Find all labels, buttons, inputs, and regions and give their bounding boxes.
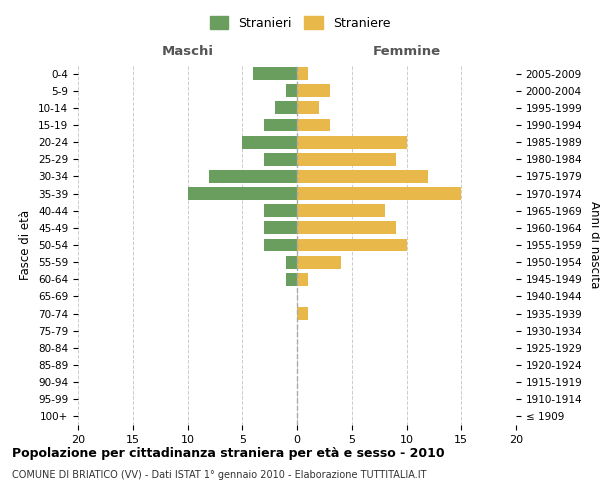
- Bar: [264, 204, 297, 217]
- Bar: [297, 307, 308, 320]
- Bar: [297, 136, 407, 148]
- Text: Popolazione per cittadinanza straniera per età e sesso - 2010: Popolazione per cittadinanza straniera p…: [12, 448, 445, 460]
- Bar: [297, 102, 319, 114]
- Bar: [275, 102, 297, 114]
- Legend: Stranieri, Straniere: Stranieri, Straniere: [205, 11, 395, 35]
- Bar: [297, 238, 407, 252]
- Bar: [297, 67, 308, 80]
- Bar: [297, 187, 461, 200]
- Bar: [297, 256, 341, 268]
- Bar: [264, 222, 297, 234]
- Y-axis label: Anni di nascita: Anni di nascita: [588, 202, 600, 288]
- Bar: [253, 67, 297, 80]
- Bar: [264, 153, 297, 166]
- Bar: [209, 170, 297, 183]
- Bar: [297, 273, 308, 285]
- Bar: [264, 238, 297, 252]
- Bar: [297, 118, 330, 132]
- Bar: [297, 204, 385, 217]
- Bar: [286, 273, 297, 285]
- Bar: [286, 84, 297, 97]
- Y-axis label: Fasce di età: Fasce di età: [19, 210, 32, 280]
- Bar: [188, 187, 297, 200]
- Bar: [297, 170, 428, 183]
- Bar: [297, 222, 395, 234]
- Text: Femmine: Femmine: [373, 45, 440, 58]
- Text: COMUNE DI BRIATICO (VV) - Dati ISTAT 1° gennaio 2010 - Elaborazione TUTTITALIA.I: COMUNE DI BRIATICO (VV) - Dati ISTAT 1° …: [12, 470, 427, 480]
- Bar: [297, 153, 395, 166]
- Text: Maschi: Maschi: [161, 45, 214, 58]
- Bar: [286, 256, 297, 268]
- Bar: [297, 84, 330, 97]
- Bar: [264, 118, 297, 132]
- Bar: [242, 136, 297, 148]
